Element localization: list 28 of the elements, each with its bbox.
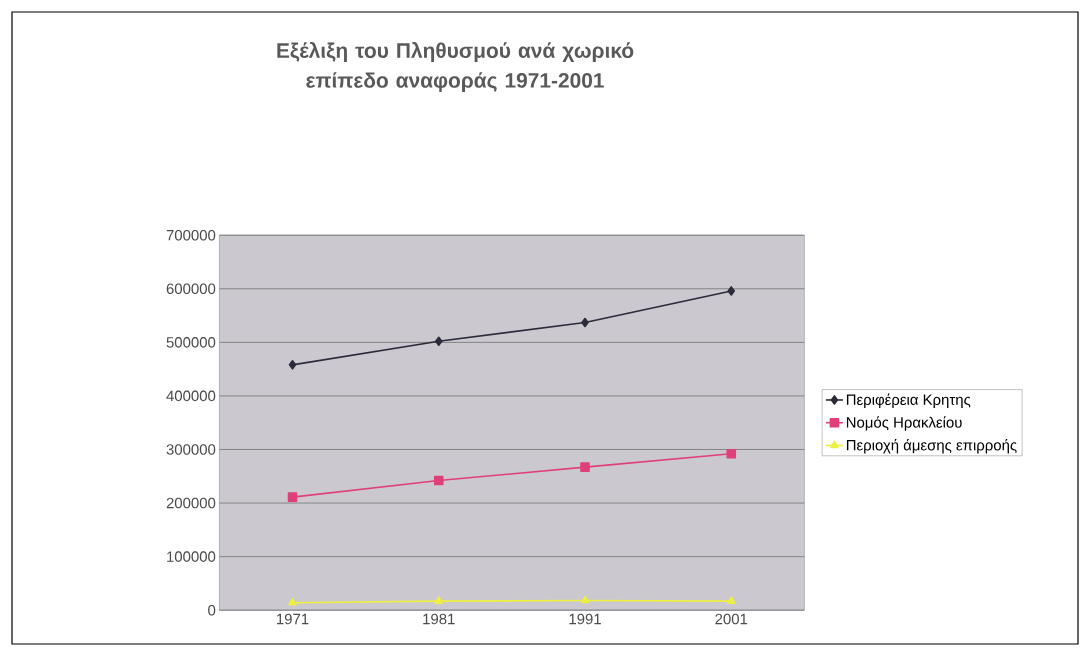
point <box>433 475 444 486</box>
y-tick-label: 100000 <box>167 551 216 562</box>
legend-label: Περιοχή άμεσης επιρροής <box>846 439 1017 454</box>
y-tick-label: 200000 <box>166 497 216 509</box>
x-tick-label: 1981 <box>423 613 455 625</box>
x-tick-label: 1971 <box>277 613 309 625</box>
point <box>287 492 298 502</box>
x-tick-label: 2001 <box>715 613 748 625</box>
x-tick-label: 1991 <box>569 613 601 625</box>
y-tick-label: 400000 <box>166 390 216 402</box>
chart-title: Εξέλιξη του Πληθυσμού ανά χωρικό επίπεδο αναφοράς 1971-2001 <box>277 42 634 92</box>
y-tick-label: 0 <box>208 604 216 616</box>
point <box>726 596 736 604</box>
point <box>434 336 443 347</box>
y-tick-label: 300000 <box>166 444 216 455</box>
legend-label: Περιφέρεια Κρητης <box>846 393 971 408</box>
y-tick-label: 700000 <box>166 229 216 241</box>
y-tick-label: 500000 <box>166 337 216 348</box>
point <box>580 462 590 472</box>
point <box>288 360 297 370</box>
point <box>434 596 444 604</box>
point <box>726 448 737 459</box>
point <box>580 595 590 604</box>
y-tick-label: 600000 <box>166 283 216 295</box>
legend-label: Νομός Ηρακλείου <box>846 416 962 431</box>
point <box>727 286 736 296</box>
point <box>581 317 589 328</box>
point <box>288 597 297 606</box>
